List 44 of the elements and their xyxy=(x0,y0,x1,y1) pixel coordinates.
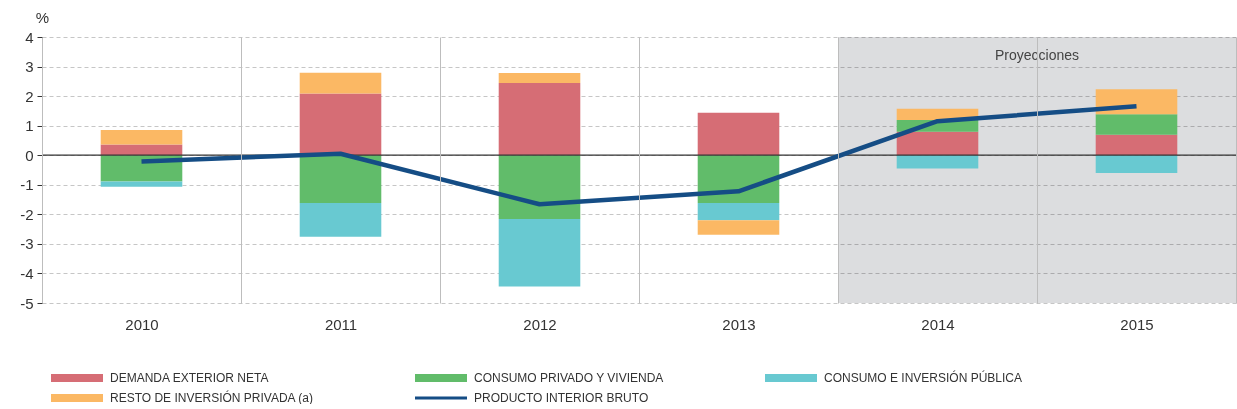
bar xyxy=(498,83,581,156)
bar xyxy=(498,219,581,287)
y-tick-label: 0 xyxy=(25,146,34,164)
y-tick-label: -3 xyxy=(20,235,34,253)
bar xyxy=(100,144,183,156)
bar xyxy=(299,72,382,94)
bar xyxy=(299,155,382,204)
y-tick-label: -1 xyxy=(20,176,34,194)
x-tick-label: 2010 xyxy=(125,315,159,333)
bar xyxy=(697,112,780,156)
x-tick-label: 2013 xyxy=(722,315,756,333)
bar xyxy=(896,155,979,169)
bar xyxy=(1095,134,1178,156)
y-tick-label: 4 xyxy=(25,28,34,46)
y-tick-label: 3 xyxy=(25,58,34,76)
bar xyxy=(299,93,382,156)
x-tick-label: 2014 xyxy=(921,315,955,333)
bar xyxy=(498,155,581,220)
y-tick-label: -4 xyxy=(20,264,34,282)
legend-label: CONSUMO E INVERSIÓN PÚBLICA xyxy=(824,370,1023,385)
line-series xyxy=(139,103,1139,207)
bar xyxy=(100,181,183,187)
x-tick-label: 2012 xyxy=(523,315,557,333)
bar xyxy=(896,131,979,156)
bar xyxy=(498,73,581,84)
bar xyxy=(1095,114,1178,135)
y-tick-label: 1 xyxy=(25,117,34,135)
bar xyxy=(100,130,183,145)
y-tick-label: -2 xyxy=(20,205,34,223)
y-tick-label: -5 xyxy=(20,294,34,312)
x-tick-label: 2011 xyxy=(324,315,358,333)
bar xyxy=(1095,89,1178,115)
legend-label: CONSUMO PRIVADO Y VIVIENDA xyxy=(474,371,664,385)
x-tick-label: 2015 xyxy=(1120,315,1154,333)
y-tick-label: 2 xyxy=(25,87,34,105)
legend-label: PRODUCTO INTERIOR BRUTO xyxy=(474,391,649,405)
bar xyxy=(697,203,780,221)
band-label: Proyecciones xyxy=(994,47,1080,63)
legend-label: RESTO DE INVERSIÓN PRIVADA (a) xyxy=(110,390,313,405)
legend-label: DEMANDA EXTERIOR NETA xyxy=(110,371,269,385)
bar xyxy=(697,220,780,235)
bar xyxy=(1095,155,1178,173)
bar xyxy=(299,203,382,237)
y-axis-title: % xyxy=(35,8,50,26)
